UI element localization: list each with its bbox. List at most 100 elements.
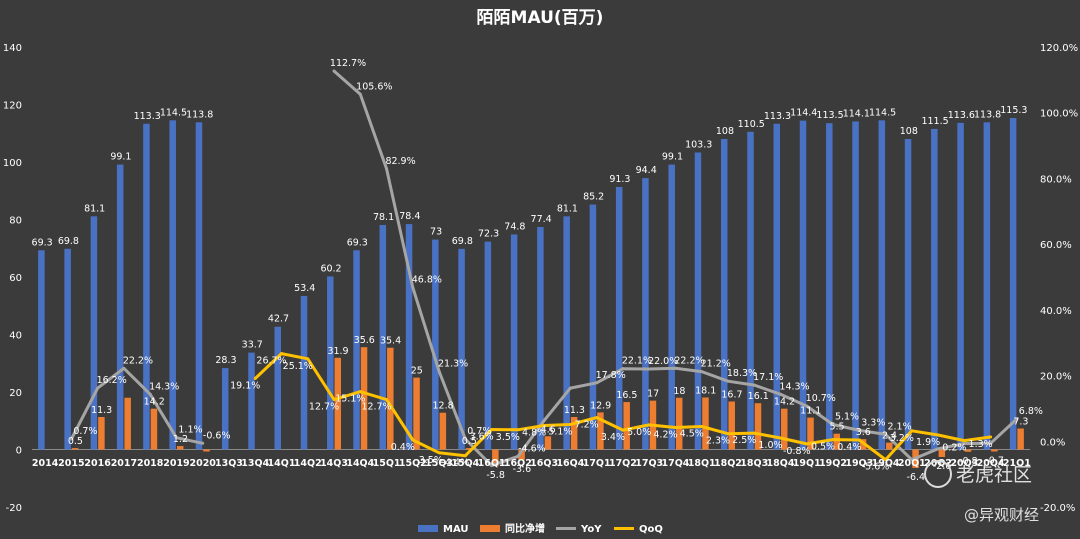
qoq-point xyxy=(831,438,835,442)
yoy-point xyxy=(201,441,205,445)
watermark-author: @异观财经 xyxy=(964,506,1039,524)
mau-bar xyxy=(983,122,991,450)
legend-label: 同比净增 xyxy=(505,522,545,535)
qoq-point xyxy=(332,398,336,402)
x-tick-label: 15Q2 xyxy=(399,458,427,469)
mau-bar-label: 113.8 xyxy=(186,109,213,120)
net-add-bar-label: 11.3 xyxy=(564,405,585,416)
x-tick-label: 19Q1 xyxy=(793,458,821,469)
x-tick-label: 17Q2 xyxy=(609,458,637,469)
net-add-bar xyxy=(124,397,131,450)
yoy-point xyxy=(910,458,914,462)
yoy-point xyxy=(174,436,178,440)
x-tick-label: 17Q4 xyxy=(661,458,689,469)
x-tick-label: 2014 xyxy=(32,458,59,469)
x-tick-label: 14Q3 xyxy=(320,458,348,469)
net-add-bar-label: 16.5 xyxy=(616,390,637,401)
qoq-label: 15.1% xyxy=(335,394,365,405)
x-tick-label: 18Q1 xyxy=(688,458,716,469)
yoy-point xyxy=(989,441,993,445)
x-tick-label: 18Q3 xyxy=(740,458,768,469)
net-add-bar xyxy=(833,433,841,450)
net-add-bar-label: 35.6 xyxy=(354,335,375,346)
yoy-point xyxy=(568,386,572,390)
qoq-label: 5.1% xyxy=(548,427,572,438)
yoy-point xyxy=(148,392,152,396)
net-add-bar xyxy=(413,377,420,450)
x-tick-label: 19Q2 xyxy=(819,458,847,469)
mau-bar-label: 113.3 xyxy=(764,111,791,122)
yoy-label: 17.1% xyxy=(753,372,783,383)
mau-bar xyxy=(458,248,465,450)
mau-bar xyxy=(615,187,623,450)
yoy-point xyxy=(779,392,782,396)
yoy-label: 0.7% xyxy=(467,426,491,437)
right-tick-label: 120.0% xyxy=(1040,43,1078,54)
qoq-label: 5.0% xyxy=(627,427,651,438)
net-add-bar xyxy=(728,401,735,450)
net-add-bar xyxy=(886,442,893,450)
net-add-bar-label: 14.2 xyxy=(144,397,165,408)
net-add-bar xyxy=(991,449,998,452)
net-add-bar-label: 2.4 xyxy=(882,431,897,442)
qoq-label: 0.2% xyxy=(942,443,966,454)
yoy-line xyxy=(70,366,204,445)
yoy-label: -0.6% xyxy=(203,430,231,441)
qoq-label: 2.3% xyxy=(706,436,730,447)
mau-bar-label: 72.3 xyxy=(478,229,499,240)
qoq-point xyxy=(989,435,993,439)
yoy-label: 14.3% xyxy=(149,381,179,392)
x-tick-label: 14Q1 xyxy=(268,458,296,469)
yoy-point xyxy=(463,437,467,441)
mau-bar-label: 69.8 xyxy=(452,236,473,247)
yoy-label: 22.1% xyxy=(622,356,652,367)
x-tick-label: 19Q3 xyxy=(845,458,873,469)
qoq-point xyxy=(805,442,809,446)
net-add-bar-label: 3.6 xyxy=(856,427,871,438)
net-add-bar xyxy=(465,448,473,450)
mau-bar xyxy=(64,248,71,450)
net-add-bar xyxy=(360,347,368,450)
mau-bar-label: 74.8 xyxy=(504,221,525,232)
yoy-label: 3.3% xyxy=(861,417,885,428)
qoq-label: 1.3% xyxy=(969,439,993,450)
yoy-point xyxy=(700,370,704,374)
yoy-label: 1.1% xyxy=(178,425,202,436)
qoq-point xyxy=(910,429,914,433)
x-tick-label: 13Q3 xyxy=(215,458,243,469)
mau-bar-label: 33.7 xyxy=(242,340,263,351)
left-tick-label: 140 xyxy=(3,43,22,54)
mau-bar-label: 114.4 xyxy=(790,108,817,119)
qoq-label: 26.7% xyxy=(256,356,286,367)
yoy-label: 18.3% xyxy=(727,368,757,379)
net-add-bar-label: 0.5 xyxy=(68,436,83,447)
qoq-point xyxy=(437,451,441,455)
yoy-point xyxy=(647,367,651,371)
yoy-label: 82.9% xyxy=(385,156,415,167)
legend-label: QoQ xyxy=(639,524,663,535)
net-add-bar-label: 12.9 xyxy=(590,400,611,411)
x-tick-label: 2019 xyxy=(163,458,189,469)
qoq-point xyxy=(779,436,782,440)
qoq-point xyxy=(884,458,888,462)
yoy-point xyxy=(385,167,389,171)
qoq-point xyxy=(490,427,494,431)
mau-bar xyxy=(379,224,387,450)
watermark-text: 老虎社区 xyxy=(956,464,1032,486)
yoy-label: 10.7% xyxy=(806,393,836,404)
net-add-bar xyxy=(938,449,946,457)
yoy-label: 17.8% xyxy=(596,370,626,381)
x-tick-label: 20Q1 xyxy=(898,458,926,469)
left-tick-label: 0 xyxy=(16,446,22,457)
qoq-label: 12.7% xyxy=(361,402,391,413)
mau-bar-label: 78.1 xyxy=(373,212,394,223)
x-tick-label: 17Q1 xyxy=(583,458,611,469)
x-tick-label: 14Q2 xyxy=(294,458,322,469)
mau-bar xyxy=(484,241,492,450)
lines xyxy=(69,69,1019,468)
mau-bar xyxy=(878,120,886,450)
mau-bar xyxy=(300,295,308,450)
yoy-point xyxy=(122,366,126,370)
